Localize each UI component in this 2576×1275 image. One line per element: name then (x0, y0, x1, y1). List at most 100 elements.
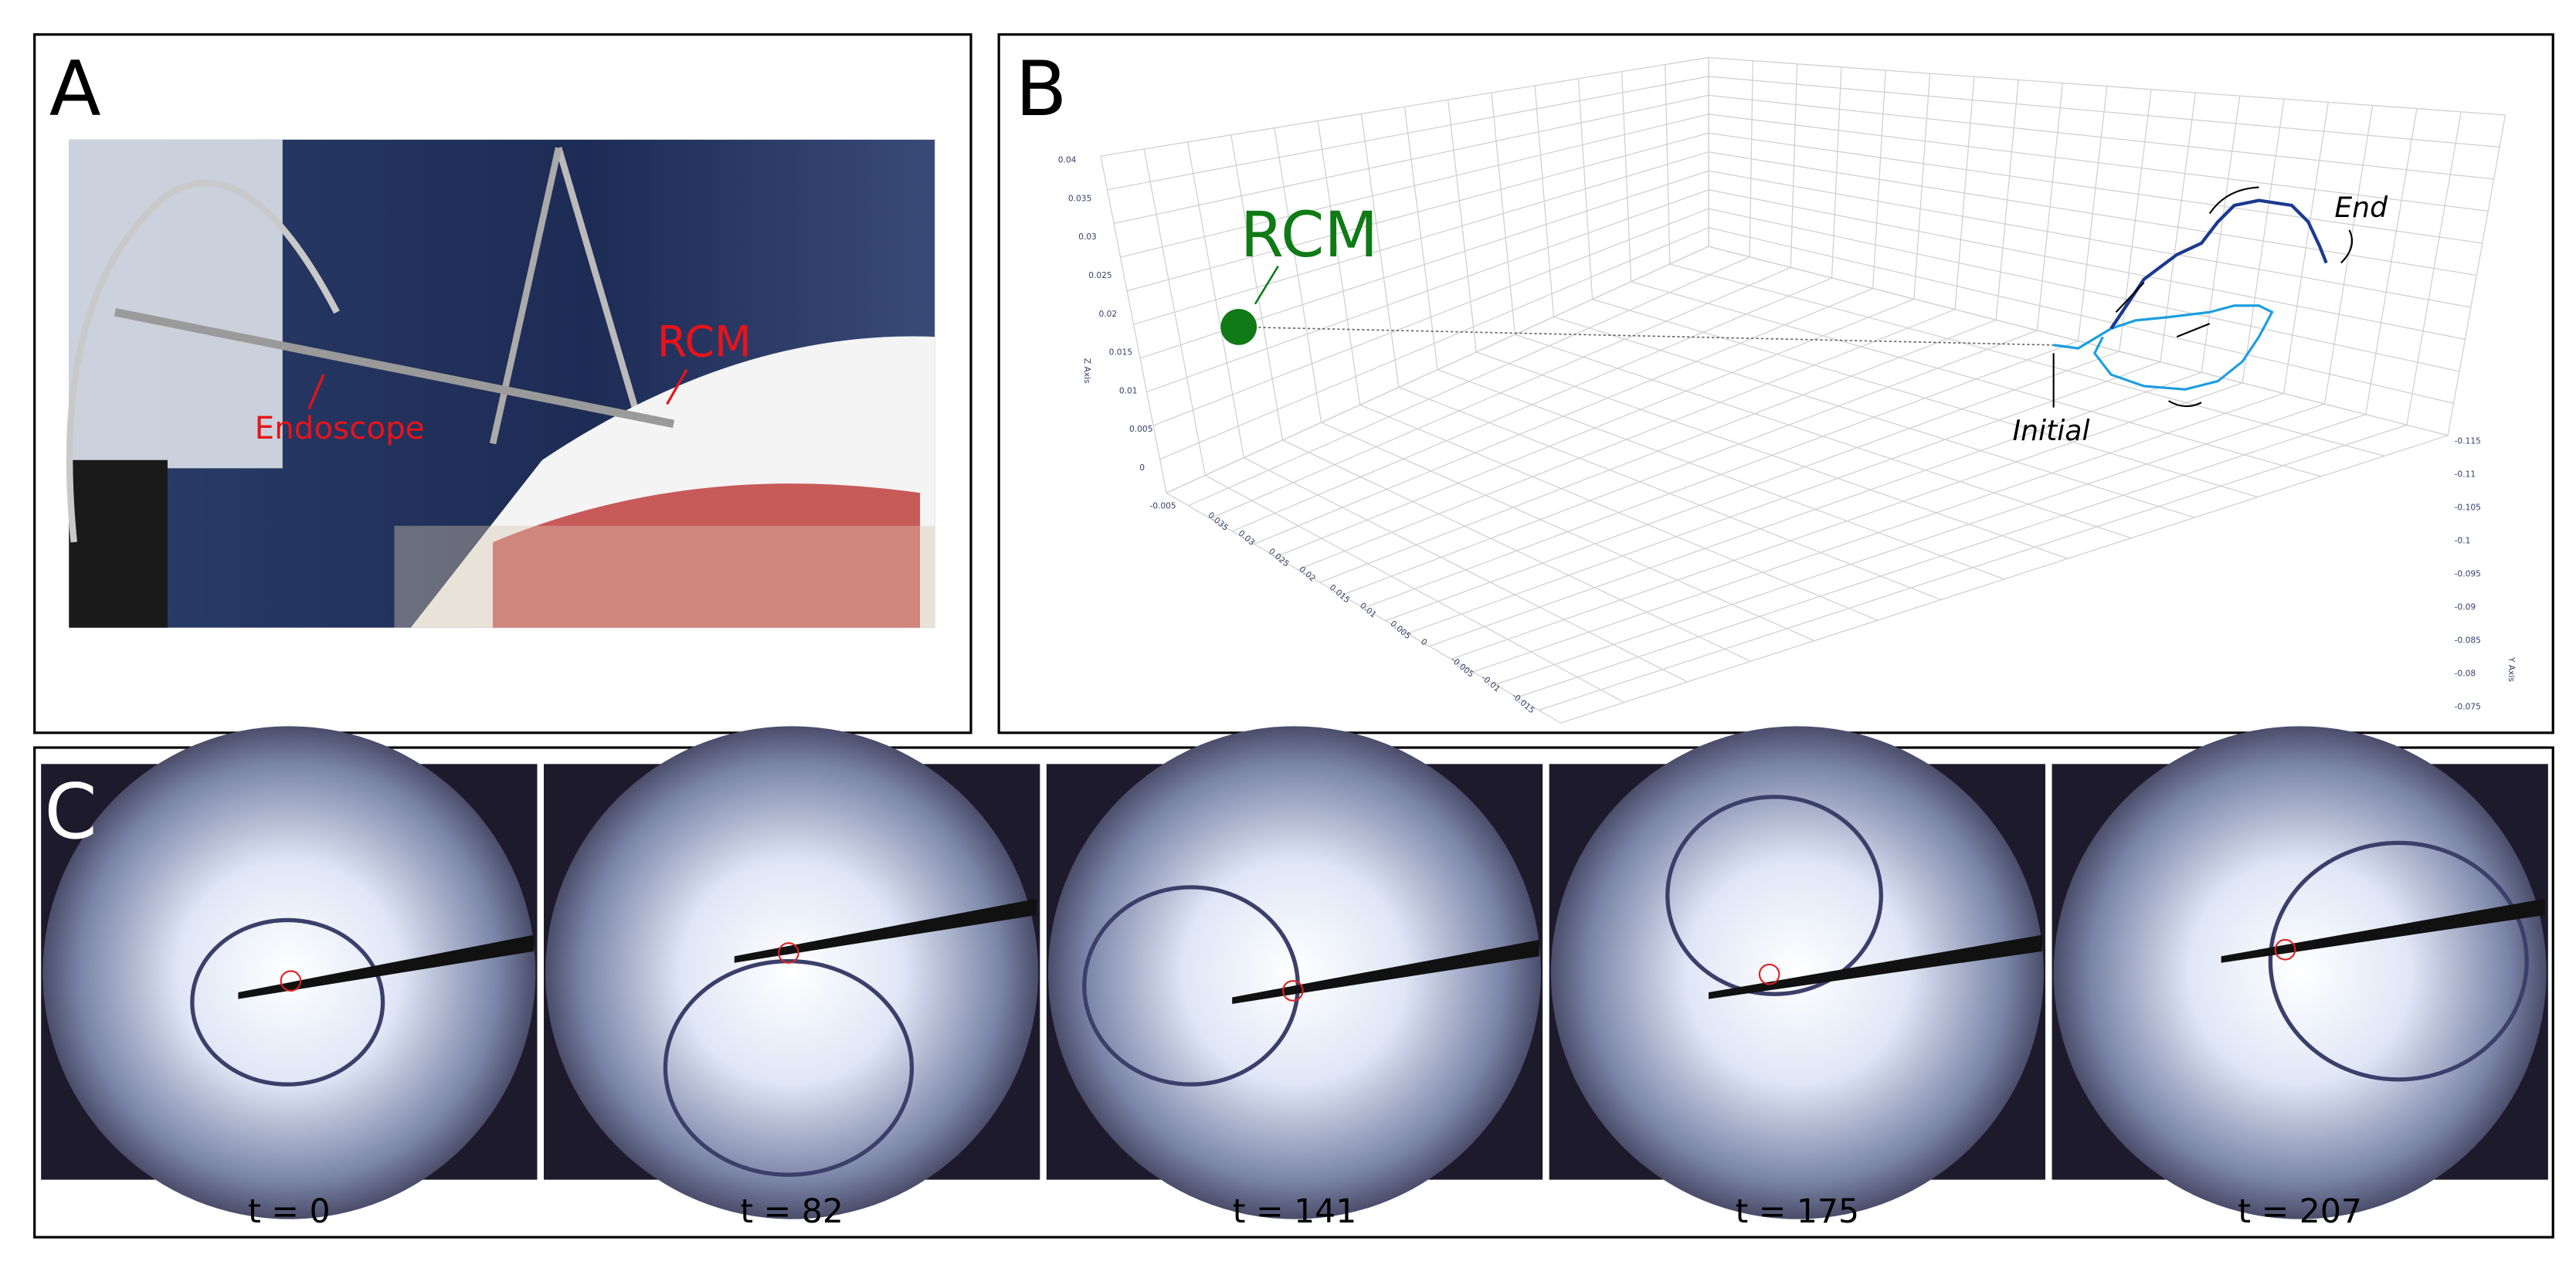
panel-label: A (49, 46, 101, 134)
panel-label: C (44, 768, 97, 856)
scope-view (545, 726, 1039, 1219)
arrow (1254, 266, 1279, 305)
grid-line (1298, 309, 1956, 571)
grid-line (1188, 256, 1750, 507)
panel-label: B (1015, 46, 1067, 134)
grid-line (1708, 189, 2466, 340)
grid-line (1126, 132, 1709, 292)
target-circle (663, 958, 915, 1177)
panel-b-frame (997, 33, 2554, 734)
y-tick-label: -0.09 (2455, 602, 2476, 612)
grid-line (1495, 403, 2325, 686)
grid-line (1341, 330, 2038, 596)
grid-line (1133, 151, 1709, 325)
grid-line (1385, 351, 2120, 622)
rcm-label: RCM (1240, 199, 1378, 272)
grid-line (1146, 189, 1709, 393)
target-circle (190, 917, 385, 1087)
grid-line (1708, 56, 2506, 116)
grid-line (1152, 208, 1709, 426)
target-circle (2268, 840, 2529, 1082)
y-tick-label: -0.1 (2455, 535, 2471, 545)
rcm-point (1220, 308, 1257, 345)
instrument (1708, 934, 2042, 999)
rcm-label: RCM (657, 318, 752, 368)
grid-line (1107, 76, 1709, 191)
grid-line (1363, 340, 2079, 609)
arrows (2115, 186, 2354, 408)
z-tick-label: -0.005 (1149, 501, 1176, 511)
instrument (2221, 898, 2545, 963)
target-circle (1665, 795, 1883, 996)
grid-line (1560, 435, 2449, 724)
grid-line (1210, 266, 1791, 519)
instrument (734, 898, 1037, 963)
trajectory-end (2109, 198, 2328, 330)
grid-line (1159, 227, 1709, 460)
initial-label: Initial (2012, 414, 2089, 447)
instrument (238, 934, 535, 999)
z-tick-label: 0.035 (1068, 193, 1091, 203)
y-tick-label: -0.115 (2455, 436, 2481, 446)
grid-line (1113, 94, 1709, 224)
z-tick-label: 0.03 (1078, 232, 1097, 242)
tip-marker (1282, 980, 1304, 1002)
time-caption: t = 175 (1736, 1193, 1860, 1231)
endoscope-label: Endoscope (255, 409, 425, 446)
z-tick-label: 0.01 (1119, 385, 1138, 395)
grid-line (1429, 371, 2202, 647)
y-tick-label: -0.075 (2455, 701, 2481, 711)
time-caption: t = 0 (248, 1193, 330, 1231)
time-caption: t = 141 (1233, 1193, 1357, 1231)
instrument (1232, 939, 1539, 1004)
arrow (307, 374, 325, 410)
grid-line (1708, 132, 2483, 244)
grid-line (1319, 319, 1997, 583)
grid-line (1516, 414, 2366, 698)
grid-line (1472, 392, 2284, 673)
grid-line (1407, 361, 2161, 634)
grid-line (1275, 298, 1915, 558)
end-label: End (2334, 191, 2388, 224)
time-caption: t = 82 (740, 1193, 843, 1231)
y-tick-label: -0.105 (2455, 502, 2481, 512)
y-tick-label: -0.095 (2455, 568, 2481, 578)
grid-line (1708, 208, 2460, 372)
grid-line (1708, 76, 2500, 148)
z-tick-label: 0.025 (1088, 270, 1112, 280)
scope-view (42, 726, 536, 1219)
z-tick-label: 0.005 (1129, 424, 1152, 434)
grid-line (1120, 114, 1709, 258)
scope-view (2053, 726, 2547, 1219)
grid-line (1708, 170, 2471, 308)
y-tick-label: -0.11 (2455, 469, 2476, 479)
z-tick-label: 0.04 (1058, 155, 1077, 165)
panel-a-photo (66, 139, 935, 628)
z-tick-label: 0.02 (1098, 309, 1117, 319)
tip-marker (778, 942, 799, 964)
grid-line (1708, 114, 2489, 212)
grid-line (1231, 277, 1832, 532)
grid-line (1100, 56, 1709, 157)
tip-marker (1758, 963, 1780, 985)
tip-marker (2274, 938, 2296, 961)
tip-marker (280, 970, 302, 992)
endoscope-frames: t = 0 t = 82 t = 141 t = 175 t = 207 (41, 726, 2548, 1231)
grid-line (1451, 382, 2243, 660)
scope-view (1550, 726, 2044, 1219)
z-tick-label: 0 (1139, 463, 1145, 473)
y-tick-label: -0.085 (2455, 635, 2481, 645)
grid-line (1708, 227, 2454, 404)
scope-view (1047, 726, 1542, 1219)
arrow (666, 368, 688, 405)
grid-line (1539, 424, 2408, 711)
z-axis-title: Z Axis (1082, 358, 1092, 384)
y-axis-title: Y Axis (2506, 656, 2517, 682)
grid-line (1708, 94, 2494, 180)
grid-line (1254, 287, 1873, 545)
time-caption: t = 207 (2238, 1193, 2362, 1231)
trajectory-initial (2053, 304, 2274, 391)
grid-line (1166, 246, 1709, 493)
y-tick-label: -0.08 (2455, 668, 2476, 678)
